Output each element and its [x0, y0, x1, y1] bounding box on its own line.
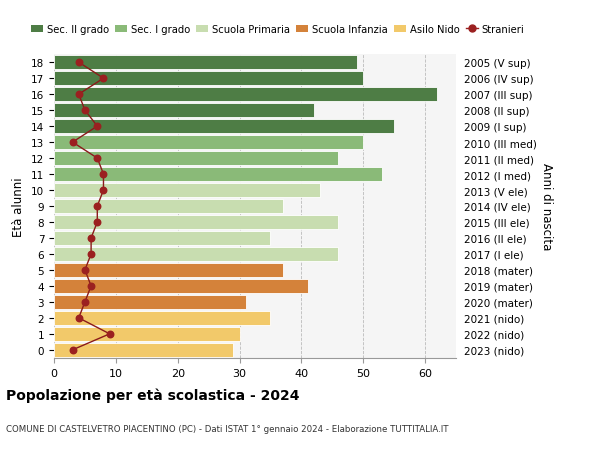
Point	[92, 219, 102, 226]
Bar	[54, 295, 246, 309]
Bar	[54, 72, 363, 86]
Point	[86, 283, 96, 290]
Point	[74, 91, 83, 99]
Bar	[54, 200, 283, 213]
Bar	[54, 231, 271, 246]
Point	[68, 347, 77, 354]
Legend: Sec. II grado, Sec. I grado, Scuola Primaria, Scuola Infanzia, Asilo Nido, Stran: Sec. II grado, Sec. I grado, Scuola Prim…	[27, 21, 529, 39]
Point	[98, 187, 108, 194]
Bar	[54, 215, 338, 230]
Point	[86, 235, 96, 242]
Point	[80, 298, 90, 306]
Bar	[54, 327, 239, 341]
Bar	[54, 311, 271, 325]
Bar	[54, 343, 233, 357]
Y-axis label: Anni di nascita: Anni di nascita	[540, 163, 553, 250]
Bar	[54, 104, 314, 118]
Bar	[54, 279, 308, 293]
Point	[80, 267, 90, 274]
Point	[86, 251, 96, 258]
Point	[92, 155, 102, 162]
Point	[98, 171, 108, 179]
Bar	[54, 263, 283, 277]
Point	[74, 59, 83, 67]
Text: Popolazione per età scolastica - 2024: Popolazione per età scolastica - 2024	[6, 388, 299, 403]
Y-axis label: Età alunni: Età alunni	[13, 177, 25, 236]
Point	[74, 314, 83, 322]
Point	[98, 75, 108, 83]
Bar	[54, 247, 338, 261]
Bar	[54, 152, 338, 166]
Point	[68, 139, 77, 146]
Bar	[54, 168, 382, 182]
Text: COMUNE DI CASTELVETRO PIACENTINO (PC) - Dati ISTAT 1° gennaio 2024 - Elaborazion: COMUNE DI CASTELVETRO PIACENTINO (PC) - …	[6, 425, 449, 434]
Bar	[54, 136, 363, 150]
Bar	[54, 184, 320, 198]
Point	[105, 330, 115, 338]
Bar	[54, 56, 357, 70]
Bar	[54, 120, 394, 134]
Point	[92, 123, 102, 130]
Point	[92, 203, 102, 210]
Bar	[54, 88, 437, 102]
Point	[80, 107, 90, 115]
